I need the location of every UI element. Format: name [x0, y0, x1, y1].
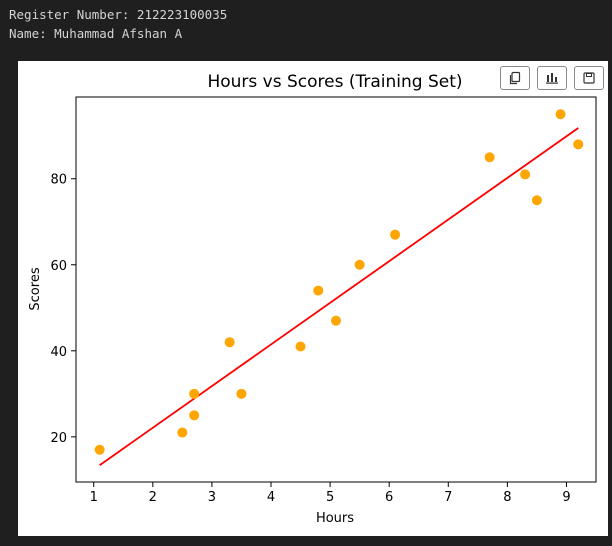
cell-output-text: Register Number: 212223100035 Name: Muham…	[9, 5, 227, 43]
chart-icon	[546, 73, 558, 84]
cell-bottom-border	[0, 536, 612, 546]
x-tick-label: 4	[267, 490, 275, 505]
data-point	[331, 315, 341, 326]
data-point	[94, 444, 105, 455]
data-point	[354, 259, 365, 270]
x-tick-label: 5	[326, 490, 334, 505]
data-point	[573, 139, 584, 150]
x-tick-label: 6	[385, 490, 393, 505]
data-point	[484, 152, 495, 163]
x-tick-label: 9	[562, 490, 570, 505]
data-point	[531, 195, 542, 206]
copy-button[interactable]	[500, 66, 530, 90]
x-tick-label: 2	[149, 490, 157, 505]
plot-toolbar	[500, 66, 604, 90]
data-point	[189, 388, 200, 399]
data-point	[295, 341, 306, 352]
register-number-text: Register Number: 212223100035	[9, 7, 228, 22]
chart-view-button[interactable]	[537, 66, 567, 90]
save-icon	[583, 72, 595, 84]
chart: 1 2 3 4 5 6 7 8 9 20 40 60 80 Hours vs Scores (Train…	[28, 72, 597, 526]
regression-line	[99, 127, 579, 466]
x-tick-label: 3	[208, 490, 216, 505]
copy-icon	[509, 71, 521, 85]
y-tick-label: 20	[50, 431, 67, 446]
y-tick-label: 40	[50, 345, 67, 360]
x-tick-label: 8	[503, 490, 511, 505]
student-name-text: Name: Muhammad Afshan A	[9, 26, 183, 41]
y-axis-label: Scores	[28, 267, 43, 310]
plot-area	[75, 96, 597, 483]
data-point	[177, 427, 188, 438]
x-tick-label: 1	[90, 490, 98, 505]
data-point	[313, 285, 324, 296]
data-point	[555, 109, 566, 120]
x-tick-label: 7	[444, 490, 452, 505]
data-point	[224, 337, 235, 348]
data-point	[236, 388, 247, 399]
data-point	[189, 410, 200, 421]
y-tick-label: 60	[50, 259, 67, 274]
plot-output: 1 2 3 4 5 6 7 8 9 20 40 60 80 Hours vs Scores (Train…	[18, 61, 608, 536]
y-tick-label: 80	[50, 173, 67, 188]
chart-title: Hours vs Scores (Training Set)	[207, 72, 462, 92]
data-point	[520, 169, 531, 180]
x-axis-label: Hours	[316, 511, 354, 526]
data-point	[390, 229, 401, 240]
save-button[interactable]	[574, 66, 604, 90]
